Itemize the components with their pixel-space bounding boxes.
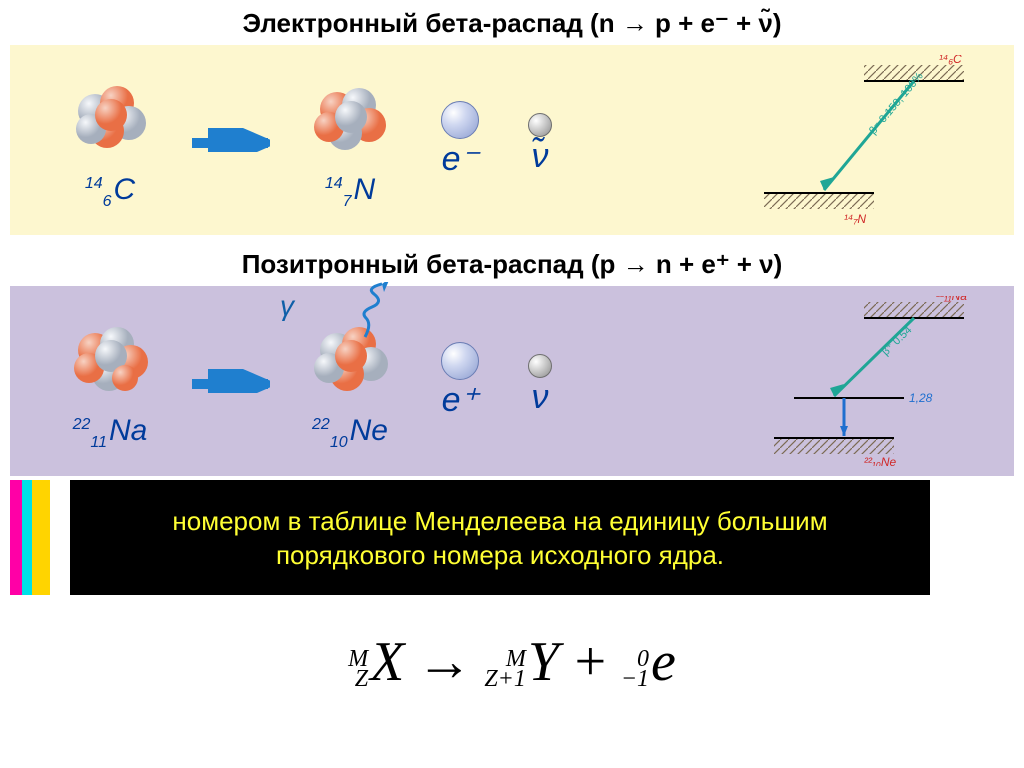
neutrino-icon	[528, 354, 552, 378]
stripe-magenta	[10, 480, 22, 595]
daughter-label: 147N	[290, 173, 410, 211]
element-symbol: C	[114, 173, 136, 206]
gamma-label: γ	[280, 290, 294, 322]
mass-number: 22	[73, 416, 91, 433]
parent-nucleus-na22: 2211Na	[50, 310, 170, 452]
atomic-number: 10	[330, 434, 348, 451]
eq-plus: +	[571, 631, 609, 693]
title-text: Электронный бета-распад (n → p + e⁻ + ν̃…	[243, 8, 782, 38]
eq-y-pre: M Z+1	[484, 649, 526, 689]
mass-number: 14	[325, 175, 343, 192]
element-symbol: Na	[109, 414, 147, 447]
element-symbol: Ne	[350, 414, 388, 447]
daughter-label: 2210Ne	[290, 414, 410, 452]
reaction-arrow-icon	[190, 128, 270, 152]
nucleus-icon	[295, 69, 405, 169]
positron-icon	[441, 342, 479, 380]
parent-label: 2211Na	[50, 414, 170, 452]
beta-minus-panel: 146C 147N e⁻	[10, 45, 1014, 235]
atomic-number: 6	[103, 193, 112, 210]
positron-particle: e⁺	[430, 342, 490, 420]
mass-number: 14	[85, 175, 103, 192]
nucleus-icon	[55, 69, 165, 169]
eq-Y: Y	[528, 631, 559, 693]
electron-icon	[441, 101, 479, 139]
eq-x-pre: M Z	[348, 649, 368, 689]
neutrino-particle: ν	[510, 346, 570, 417]
neutrino-icon	[528, 113, 552, 137]
energy-diagram-beta-plus: ²²₁₁Na β⁺ 0.54 1,28 ²²₁₀Ne	[764, 296, 974, 466]
antineutrino-particle: ν̃	[510, 105, 570, 176]
diag-mid-label: β⁺ 0.54	[880, 324, 915, 358]
beta-plus-panel: 2211Na 2210Ne	[10, 286, 1014, 476]
beta-minus-title: Электронный бета-распад (n → p + e⁻ + ν̃…	[0, 0, 1024, 45]
rule-line-1: номером в таблице Менделеева на единицу …	[172, 504, 827, 538]
root: Электронный бета-распад (n → p + e⁻ + ν̃…	[0, 0, 1024, 768]
eq-x-bot: Z	[355, 666, 368, 692]
parent-label: 146C	[50, 173, 170, 211]
reaction-arrow-icon	[190, 369, 270, 393]
side-stripe	[10, 480, 50, 595]
diag-top-label: ²²₁₁Na	[936, 296, 967, 303]
beta-decay-equation: M Z X → M Z+1 Y + 0 −1 e	[0, 630, 1024, 694]
diag-bot-label: ²²₁₀Ne	[864, 455, 897, 466]
nucleus-icon	[55, 310, 165, 410]
diag-bot-label: ¹⁴₇N	[844, 212, 866, 225]
electron-particle: e⁻	[430, 101, 490, 179]
electron-label: e⁻	[430, 139, 490, 179]
eq-e-bot: −1	[621, 666, 649, 692]
beta-plus-row: 2211Na 2210Ne	[50, 306, 764, 456]
energy-diagram-beta-minus: ¹⁴₆C β⁻ 0.158, 100% ¹⁴₇N	[764, 55, 974, 225]
gamma-ray-icon	[360, 282, 430, 342]
mass-number: 22	[312, 416, 330, 433]
eq-X: X	[370, 631, 404, 693]
eq-arrow: →	[416, 631, 472, 693]
eq-y-bot: Z+1	[484, 666, 526, 692]
atomic-number: 11	[90, 434, 107, 451]
stripe-cyan	[22, 480, 32, 595]
beta-plus-title: Позитронный бета-распад (p → n + e⁺ + ν)	[0, 241, 1024, 286]
beta-minus-row: 146C 147N e⁻	[50, 65, 764, 215]
title-text: Позитронный бета-распад (p → n + e⁺ + ν)	[242, 249, 783, 279]
positron-label: e⁺	[430, 380, 490, 420]
antineutrino-label: ν̃	[510, 137, 570, 176]
daughter-nucleus-n14: 147N	[290, 69, 410, 211]
stripe-yellow	[32, 480, 50, 595]
neutrino-label: ν	[510, 378, 570, 417]
atomic-number: 7	[343, 193, 352, 210]
rule-line-2: порядкового номера исходного ядра.	[276, 538, 724, 572]
parent-nucleus-c14: 146C	[50, 69, 170, 211]
daughter-nucleus-ne22: 2210Ne	[290, 310, 410, 452]
rule-text-box: номером в таблице Менделеева на единицу …	[70, 480, 930, 595]
eq-e: e	[651, 631, 676, 693]
diag-top-label: ¹⁴₆C	[939, 55, 962, 66]
element-symbol: N	[354, 173, 376, 206]
eq-e-pre: 0 −1	[621, 649, 649, 689]
diag-level-label: 1,28	[909, 391, 933, 405]
